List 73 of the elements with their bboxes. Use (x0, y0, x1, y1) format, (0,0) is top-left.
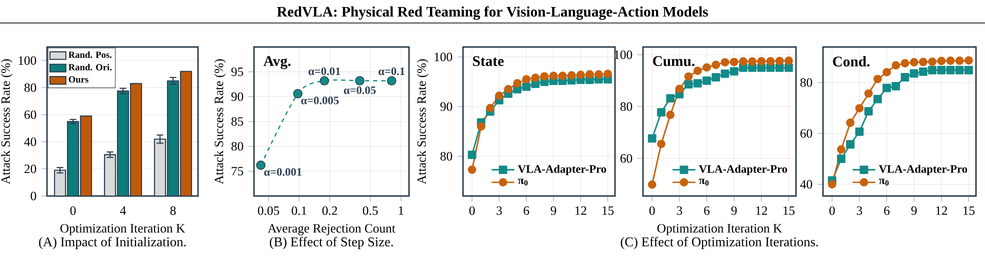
x-tick-label: 0 (829, 206, 835, 215)
legend-label: π$_{0}$ (518, 178, 528, 186)
legend-label: Rand. Pos. (68, 51, 112, 58)
x-tick-label: 0.05 (258, 206, 280, 215)
annotation: α=0.05 (344, 86, 376, 94)
x-tick-label: 0 (469, 206, 475, 215)
x-tick-label: 1 (398, 206, 404, 215)
y-tick-label: 80 (620, 102, 632, 111)
x-tick-label: 6 (524, 206, 530, 215)
chart-title: State (473, 56, 504, 66)
text: (A) Impact of Initialization. (39, 236, 186, 250)
text: (C) Effect of Optimization Iterations. (620, 236, 818, 250)
x-tick-label: 3 (856, 206, 862, 215)
x-tick-label: 0.1 (292, 206, 306, 215)
y-tick-label: 20 (24, 164, 36, 174)
y-axis-title: Attack Success Rate (%) (416, 59, 428, 184)
x-tick-label: 9 (731, 206, 737, 215)
legend-label: VLA-Adapter-Pro (518, 164, 606, 176)
y-tick-label: 40 (800, 180, 812, 189)
x-tick-label: 9 (550, 206, 556, 215)
y-axis-title: Attack Success Rate (%) (0, 59, 12, 184)
annotation: α=0.005 (301, 96, 339, 104)
x-tick-label: 15 (602, 206, 614, 215)
y-tick-label: 80 (231, 142, 244, 151)
x-axis-title: Optimization Iteration K (60, 224, 186, 236)
y-tick-label: 60 (620, 154, 632, 163)
legend-label: Rand. Ori. (68, 64, 112, 70)
y-axis-title: Attack Success Rate (%) (214, 59, 226, 184)
y-tick-label: 80 (24, 83, 36, 92)
legend-label: Ours (68, 76, 88, 83)
y-tick-label: 90 (440, 102, 452, 111)
x-tick-label: 0.2 (322, 206, 338, 215)
legend-label: VLA-Adapter-Pro (698, 164, 788, 176)
legend-label: π$_{0}$ (698, 178, 709, 186)
x-tick-label: 12 (936, 206, 948, 215)
chart-title: Cumu. (653, 56, 694, 66)
text: (B) Effect of Step Size. (270, 236, 393, 250)
x-tick-label: 12 (756, 206, 768, 215)
y-tick-label: 100 (18, 56, 36, 65)
y-tick-label: 0 (30, 192, 36, 200)
y-tick-label: 90 (231, 92, 244, 101)
x-tick-label: 6 (704, 206, 710, 215)
x-tick-label: 3 (496, 206, 502, 215)
x-axis-title: Optimization Iteration K (657, 224, 782, 236)
chart-title: Cond. (833, 56, 870, 67)
x-tick-label: 0 (70, 206, 76, 215)
annotation: α=0.001 (264, 168, 302, 176)
x-tick-label: 3 (676, 206, 682, 215)
legend-label: VLA-Adapter-Pro (878, 164, 968, 176)
y-tick-label: 95 (231, 68, 244, 76)
x-tick-label: 0 (649, 206, 655, 215)
y-tick-label: 85 (231, 117, 244, 126)
x-tick-label: 8 (170, 206, 176, 215)
y-tick-label: 40 (24, 138, 36, 146)
text: RedVLA: Physical Red Teaming for Vision-Language-Action Models (276, 6, 708, 20)
text: Avg. (264, 56, 291, 70)
annotation: α=0.1 (378, 67, 405, 76)
x-tick-label: 15 (963, 206, 975, 215)
y-tick-label: 60 (800, 129, 812, 138)
y-tick-label: 100 (434, 52, 452, 62)
y-tick-label: 75 (232, 166, 244, 176)
y-tick-label: 80 (800, 78, 812, 87)
x-tick-label: 9 (911, 206, 917, 215)
y-tick-label: 80 (440, 152, 452, 161)
y-tick-label: 60 (24, 110, 36, 119)
x-axis-title: Average Rejection Count (268, 224, 396, 236)
annotation: α=0.01 (308, 67, 340, 76)
legend-label: π$_{0}$ (878, 178, 889, 186)
x-tick-label: 0.5 (362, 206, 378, 215)
x-tick-label: 12 (575, 206, 586, 215)
x-tick-label: 4 (120, 206, 126, 215)
x-tick-label: 15 (783, 206, 795, 215)
x-tick-label: 6 (884, 206, 890, 215)
